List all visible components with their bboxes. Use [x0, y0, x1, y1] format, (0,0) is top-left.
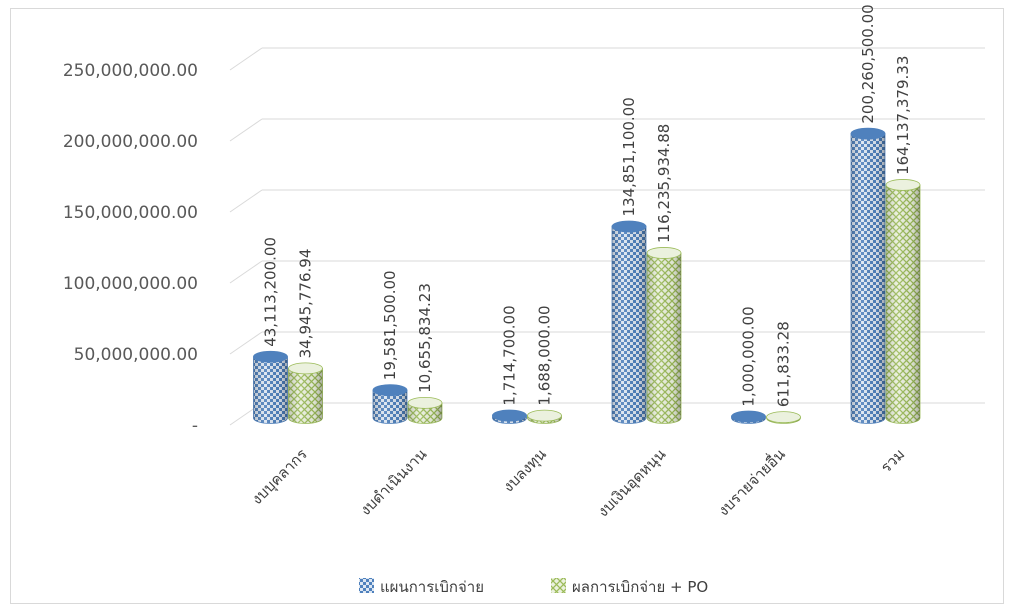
- bar-cap: [253, 350, 288, 363]
- bar-cap: [731, 410, 766, 423]
- y-tick-label: -: [192, 416, 198, 436]
- bar-1: [611, 220, 647, 424]
- bar-2: [407, 396, 443, 424]
- bar-shade: [851, 133, 885, 424]
- bar-cap: [611, 220, 647, 233]
- legend-label-series2: ผลการเบิกจ่าย + PO: [572, 578, 708, 596]
- data-labels: 43,113,200.00 34,945,776.94 19,581,500.00 1…: [262, 4, 913, 407]
- bar-shade: [647, 252, 681, 424]
- data-label: 34,945,776.94: [297, 249, 315, 359]
- bar-2: [766, 411, 801, 424]
- bar-cap: [850, 127, 886, 140]
- bars: [253, 127, 921, 424]
- bar-2: [646, 247, 682, 424]
- legend-item-series2: ผลการเบิกจ่าย + PO: [551, 578, 708, 596]
- legend-item-series1: แผนการเบิกจ่าย: [359, 578, 484, 596]
- data-label: 19,581,500.00: [381, 270, 399, 380]
- bar-shade: [373, 390, 407, 424]
- legend-label-series1: แผนการเบิกจ่าย: [380, 578, 484, 596]
- bar-shade: [886, 184, 920, 424]
- gridline-side: [229, 331, 263, 355]
- data-label: 611,833.28: [775, 321, 793, 407]
- category-label: งบลงทุน: [499, 445, 550, 496]
- legend-swatch-series2: [551, 578, 566, 593]
- data-label: 10,655,834.23: [416, 283, 434, 393]
- data-label: 200,260,500.00: [859, 4, 877, 123]
- gridline-side: [229, 189, 263, 213]
- legend: แผนการเบิกจ่าย ผลการเบิกจ่าย + PO: [359, 578, 708, 596]
- chart-frame: [10, 8, 1004, 604]
- data-label: 134,851,100.00: [620, 97, 638, 216]
- data-label: 43,113,200.00: [262, 237, 280, 347]
- y-tick-label: 100,000,000.00: [63, 274, 198, 294]
- category-label: งบบุคลากร: [248, 445, 312, 509]
- bar-1: [731, 410, 766, 424]
- data-label: 164,137,379.33: [894, 56, 912, 175]
- category-label: งบเงินอุดหนุน: [594, 445, 670, 521]
- data-label: 1,714,700.00: [501, 305, 519, 405]
- y-tick-label: 150,000,000.00: [63, 203, 198, 223]
- bar-1: [492, 409, 527, 424]
- gridline-side: [229, 118, 263, 142]
- bar-cap: [885, 179, 921, 191]
- bar-shade: [253, 356, 288, 424]
- bar-cap: [527, 409, 562, 422]
- data-label: 1,000,000.00: [740, 306, 758, 406]
- bar-2: [885, 179, 921, 424]
- category-label: งบรายจ่ายอื่น: [713, 444, 789, 520]
- bar-cap: [646, 247, 682, 259]
- bar-cap: [766, 411, 801, 424]
- y-axis-ticks: - 50,000,000.00 100,000,000.00 150,000,000.…: [63, 61, 198, 436]
- y-tick-label: 50,000,000.00: [74, 345, 198, 365]
- bar-1: [253, 350, 288, 424]
- category-label: รวม: [877, 445, 908, 476]
- bar-shade: [612, 226, 646, 424]
- legend-swatch-series1: [359, 578, 374, 593]
- bar-shade: [288, 368, 323, 424]
- bar-cap: [372, 384, 408, 397]
- y-tick-label: 200,000,000.00: [63, 132, 198, 152]
- bar-2: [288, 362, 323, 424]
- bar-1: [850, 127, 886, 424]
- gridline-side: [229, 260, 263, 284]
- category-label: งบดำเนินงาน: [356, 445, 430, 519]
- bar-cap: [407, 396, 443, 409]
- bar-1: [372, 384, 408, 424]
- y-tick-label: 250,000,000.00: [63, 61, 198, 81]
- bar-cap: [288, 362, 323, 375]
- data-label: 1,688,000.00: [536, 305, 554, 405]
- bar-2: [527, 409, 562, 424]
- gridline-side: [229, 47, 263, 71]
- x-axis-categories: งบบุคลากร งบดำเนินงาน งบลงทุน งบเงินอุดหนุน…: [248, 444, 909, 522]
- data-label: 116,235,934.88: [655, 124, 673, 243]
- bar-cap: [492, 409, 527, 422]
